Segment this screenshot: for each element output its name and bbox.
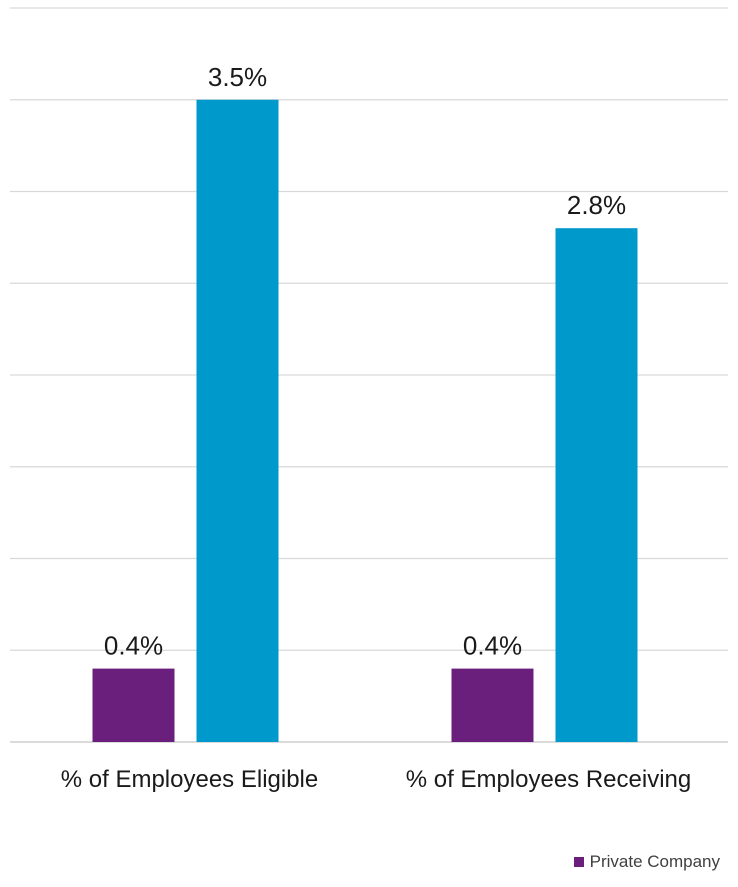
data-label: 0.4% bbox=[104, 631, 163, 661]
data-label: 2.8% bbox=[567, 190, 626, 220]
legend: Private Company bbox=[573, 852, 720, 872]
legend-swatch-private-company bbox=[573, 857, 584, 867]
category-label: % of Employees Eligible bbox=[61, 766, 318, 793]
legend-label-private-company: Private Company bbox=[589, 852, 720, 871]
bar-series-2-2 bbox=[555, 228, 638, 742]
bar-private-company-2 bbox=[451, 668, 534, 742]
data-label: 3.5% bbox=[208, 62, 267, 92]
bar-series-2-1 bbox=[196, 99, 279, 742]
category-label: % of Employees Receiving bbox=[406, 766, 691, 793]
data-label: 0.4% bbox=[463, 631, 522, 661]
bar-private-company-1 bbox=[92, 668, 175, 742]
